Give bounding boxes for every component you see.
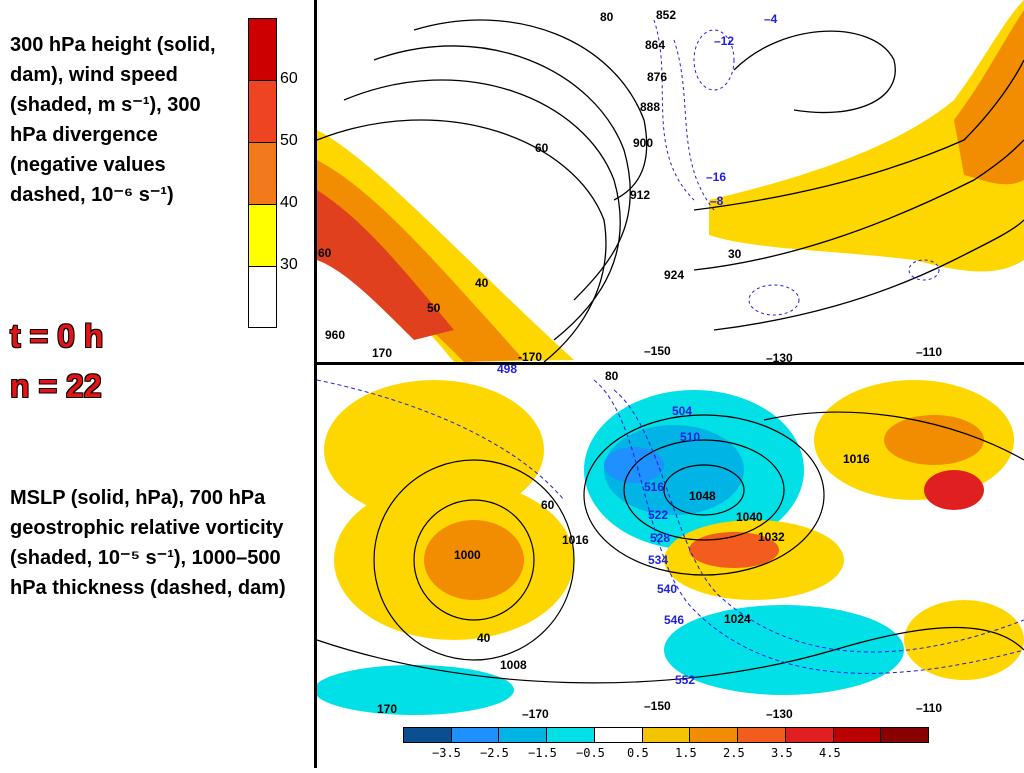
cb-segment xyxy=(738,728,786,742)
jet-core-left xyxy=(317,160,524,362)
jet-shading-right xyxy=(709,0,1024,272)
cb-segment xyxy=(451,728,500,742)
cb-tick-60: 60 xyxy=(280,70,298,87)
bottom-panel-caption: MSLP (solid, hPa), 700 hPa geostrophic r… xyxy=(10,487,286,599)
cb-segment xyxy=(249,205,276,267)
vorticity-colorbar xyxy=(403,727,929,743)
thickness-label: 504 xyxy=(672,404,693,418)
divergence-contours xyxy=(653,19,940,316)
lat-label: 80 xyxy=(600,10,614,24)
pressure-label: 1016 xyxy=(562,533,589,547)
height-label: 864 xyxy=(645,38,666,52)
wind-speed-colorbar xyxy=(248,18,277,328)
lon-label: –130 xyxy=(766,351,793,365)
lon-label: –130 xyxy=(766,707,793,721)
thickness-label: 522 xyxy=(648,508,669,522)
cb-tick: 1.5 xyxy=(675,746,697,760)
pressure-label: 1000 xyxy=(454,548,481,562)
jet-shading-left xyxy=(317,130,574,362)
cb-tick-30: 30 xyxy=(280,256,298,273)
map-panels xyxy=(314,0,1024,768)
cb-tick-50: 50 xyxy=(280,132,298,149)
cb-segment xyxy=(833,728,882,742)
cb-segment xyxy=(547,728,595,742)
vertical-divider xyxy=(314,0,317,768)
cb-segment xyxy=(594,728,643,742)
cb-segment xyxy=(785,728,834,742)
cb-segment xyxy=(249,81,276,143)
lat-label: 60 xyxy=(535,141,549,155)
lon-label: –150 xyxy=(644,699,671,713)
cb-tick: −1.5 xyxy=(528,746,557,760)
lon-label: 170 xyxy=(377,702,398,716)
height-contours xyxy=(316,19,1024,363)
thickness-label: 510 xyxy=(680,430,701,444)
jet-max-left xyxy=(317,190,454,340)
cb-segment xyxy=(881,728,929,742)
thickness-label: 546 xyxy=(664,613,685,627)
speed-label: 60 xyxy=(318,246,332,260)
lon-label: –110 xyxy=(916,701,943,715)
speed-label: 50 xyxy=(427,301,441,315)
cb-tick: −0.5 xyxy=(576,746,605,760)
cb-tick: 4.5 xyxy=(819,746,841,760)
cb-segment xyxy=(249,267,276,327)
pressure-label: 1048 xyxy=(689,489,716,503)
pressure-label: 1024 xyxy=(724,612,751,626)
top-panel-caption: 300 hPa height (solid, dam), wind speed … xyxy=(10,34,216,206)
vorticity-shading xyxy=(314,380,1024,715)
lat-label: 40 xyxy=(477,631,491,645)
height-label: 900 xyxy=(633,136,654,150)
cb-tick: 2.5 xyxy=(723,746,745,760)
cb-segment xyxy=(690,728,739,742)
lon-label: –150 xyxy=(644,344,671,358)
thickness-label: 498 xyxy=(497,362,518,376)
thickness-label: 516 xyxy=(644,480,665,494)
lat-label: 80 xyxy=(605,369,619,383)
lon-label: –170 xyxy=(522,707,549,721)
cb-segment xyxy=(642,728,691,742)
mslp-contours xyxy=(316,411,1024,684)
lon-label: -170 xyxy=(518,350,543,364)
pressure-label: 1008 xyxy=(500,658,527,672)
height-label: 852 xyxy=(656,8,677,22)
cb-segment xyxy=(249,19,276,81)
n-label: n = 22 xyxy=(10,368,102,404)
cb-tick: 3.5 xyxy=(771,746,793,760)
horizontal-divider xyxy=(317,362,1024,365)
height-label: 876 xyxy=(647,70,668,84)
speed-label: 30 xyxy=(728,247,742,261)
divergence-label: –16 xyxy=(706,170,727,184)
height-label: 912 xyxy=(630,188,651,202)
cb-segment xyxy=(249,143,276,205)
cb-tick: −2.5 xyxy=(480,746,509,760)
pressure-label: 1016 xyxy=(843,452,870,466)
cb-tick-40: 40 xyxy=(280,194,298,211)
lat-label: 60 xyxy=(541,498,555,512)
lon-label: –110 xyxy=(916,345,943,359)
pressure-label: 1032 xyxy=(758,530,785,544)
thickness-contours xyxy=(316,379,1024,674)
thickness-label: 534 xyxy=(648,553,669,567)
height-label: 888 xyxy=(640,100,661,114)
jet-core-right xyxy=(954,10,1024,185)
cb-segment xyxy=(499,728,548,742)
map-svg xyxy=(314,0,1024,720)
pressure-label: 1040 xyxy=(736,510,763,524)
cb-segment xyxy=(404,728,452,742)
divergence-label: –4 xyxy=(764,12,778,26)
height-label: 960 xyxy=(325,328,346,342)
thickness-label: 552 xyxy=(675,673,696,687)
thickness-label: 540 xyxy=(657,582,678,596)
cb-tick: −3.5 xyxy=(432,746,461,760)
thickness-label: 528 xyxy=(650,531,671,545)
divergence-label: –8 xyxy=(710,194,724,208)
speed-label: 40 xyxy=(475,276,489,290)
divergence-label: –12 xyxy=(714,34,735,48)
time-label: t = 0 h xyxy=(10,318,104,354)
lon-label: 170 xyxy=(372,346,393,360)
height-label: 924 xyxy=(664,268,685,282)
cb-tick: 0.5 xyxy=(627,746,649,760)
